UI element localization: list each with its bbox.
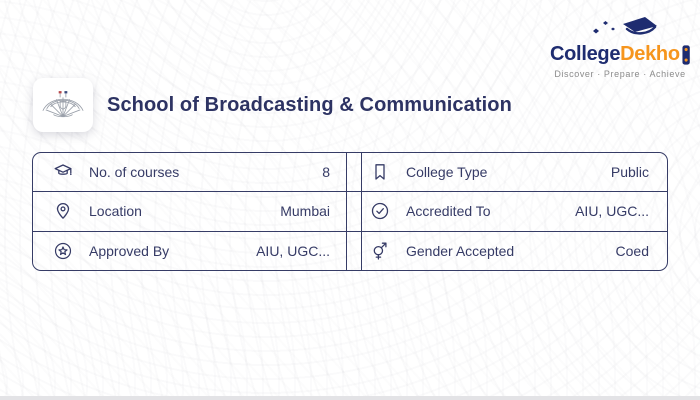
graduation-cap-icon: [53, 162, 73, 182]
info-cell-accredited-to: Accredited To AIU, UGC...: [362, 192, 667, 230]
info-value: Coed: [615, 242, 649, 259]
info-value: AIU, UGC...: [256, 242, 330, 259]
info-cell-no-of-courses: No. of courses 8: [33, 153, 346, 191]
college-logo[interactable]: [33, 78, 93, 132]
location-pin-icon: [53, 201, 73, 221]
info-label: No. of courses: [89, 164, 180, 181]
table-divider: [346, 231, 362, 270]
info-label: Accredited To: [406, 203, 491, 220]
table-divider: [346, 153, 362, 192]
info-row: No. of courses 8 College Type Public: [33, 153, 667, 192]
brand-dekho-text: Dekho: [620, 43, 680, 65]
info-value: Public: [610, 164, 649, 181]
info-cell-gender-accepted: Gender Accepted Coed: [362, 232, 667, 270]
brand-wordmark: College Dekho: [550, 43, 690, 66]
page-bottom-strip: [0, 396, 700, 400]
approval-badge-icon: [53, 241, 73, 261]
info-row: Location Mumbai Accredited To AIU, UGC..…: [33, 191, 667, 231]
info-row: Approved By AIU, UGC... Gender Accepted …: [33, 230, 667, 270]
flying-graduation-cap-icon: [593, 17, 657, 35]
info-label: Approved By: [89, 242, 170, 259]
college-identity: School of Broadcasting & Communication: [33, 78, 512, 132]
gender-icon: [370, 241, 390, 261]
info-cell-approved-by: Approved By AIU, UGC...: [33, 232, 346, 270]
info-value: Mumbai: [280, 203, 330, 220]
info-label: College Type: [406, 164, 488, 181]
info-cell-college-type: College Type Public: [362, 153, 667, 191]
info-cell-location: Location Mumbai: [33, 192, 346, 230]
info-label: Location: [89, 203, 142, 220]
table-divider: [346, 192, 362, 231]
brand-com-badge-icon: [682, 44, 690, 65]
college-crest-icon: [42, 91, 84, 118]
info-table: No. of courses 8 College Type Public Loc…: [32, 152, 668, 271]
brand-college-text: College: [550, 43, 621, 65]
bookmark-icon: [370, 162, 390, 182]
info-value: 8: [322, 164, 330, 181]
check-circle-icon: [370, 201, 390, 221]
info-value: AIU, UGC...: [575, 203, 649, 220]
collegedekho-logo[interactable]: College Dekho Discover · Prepare · Achiev…: [550, 14, 690, 79]
brand-tagline: Discover · Prepare · Achieve: [554, 69, 686, 79]
college-title[interactable]: School of Broadcasting & Communication: [107, 93, 512, 116]
info-label: Gender Accepted: [406, 242, 515, 259]
